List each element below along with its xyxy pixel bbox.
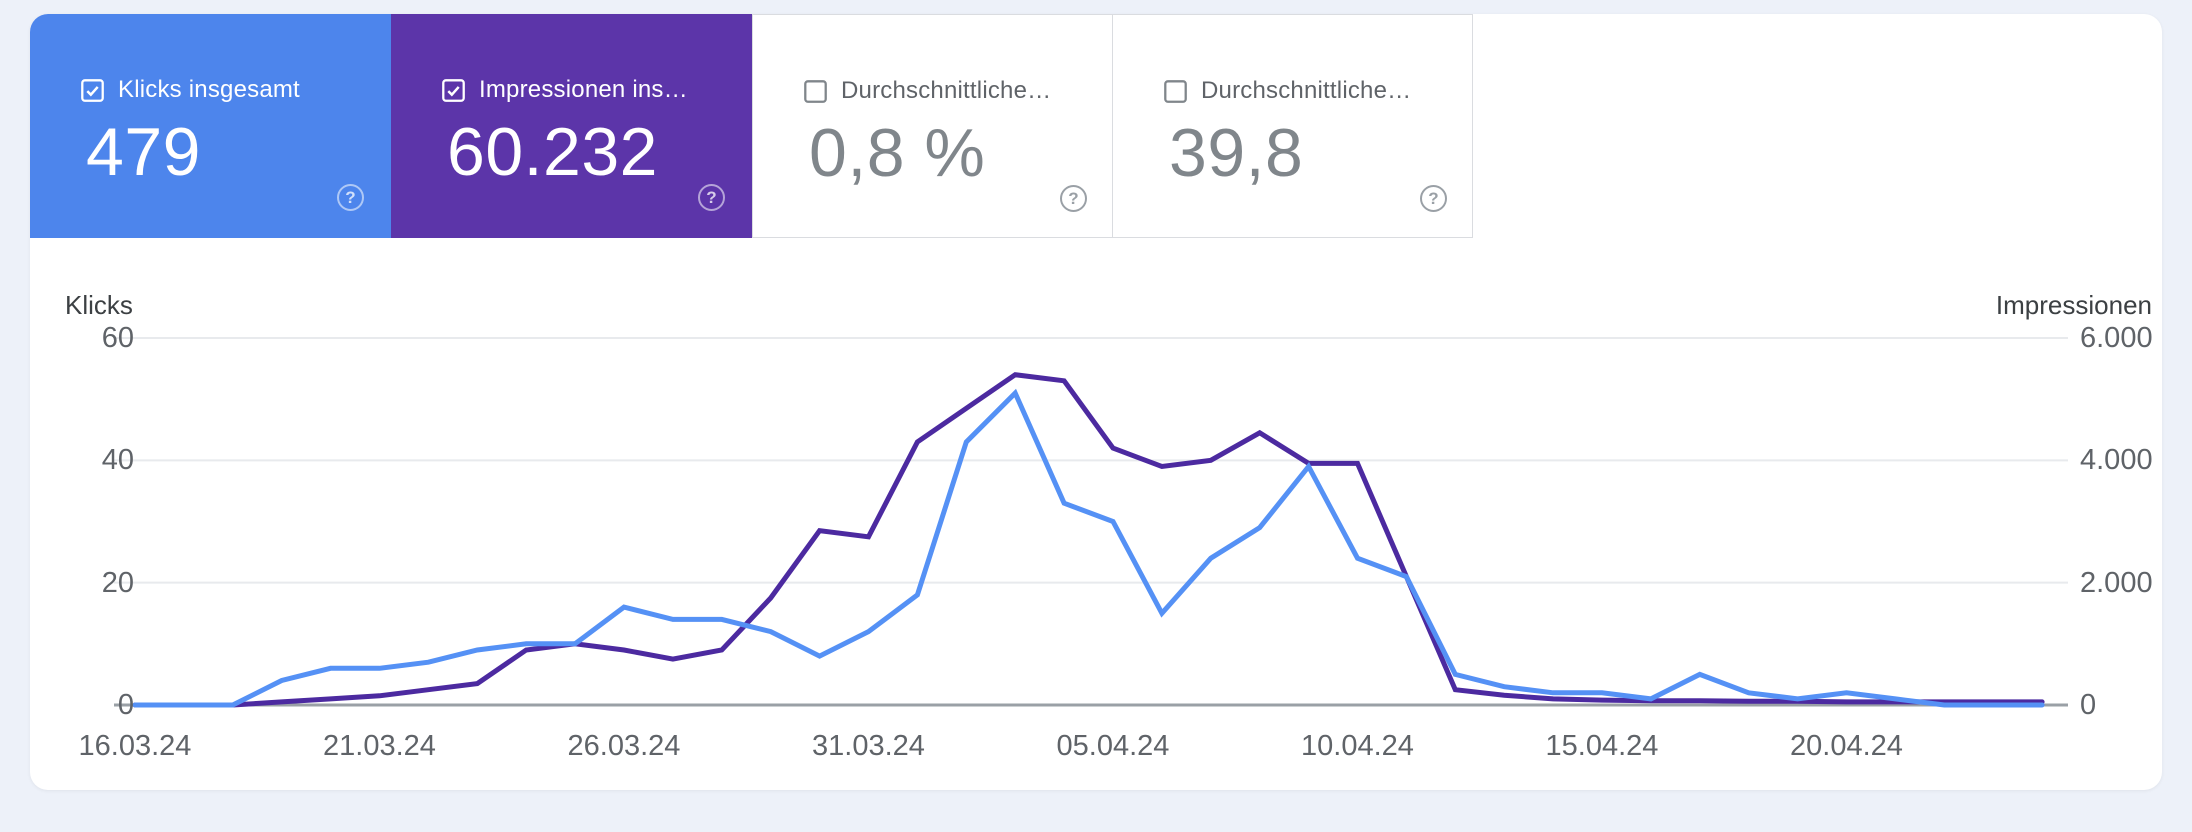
average-ctr-value: 0,8 % [809,115,986,191]
card-total-clicks[interactable]: Klicks insgesamt 479 ? [30,14,391,238]
card-average-position[interactable]: Durchschnittliche… 39,8 ? [1112,14,1473,238]
checkbox-unchecked-icon[interactable] [1163,79,1188,104]
card-label: Impressionen ins… [479,76,688,103]
card-average-ctr[interactable]: Durchschnittliche… 0,8 % ? [752,14,1113,238]
performance-panel: Klicks Impressionen 0 0 20 2.000 40 4.000 60 6.… [30,14,2162,790]
series-line-impressionen [132,372,2045,708]
card-label: Klicks insgesamt [118,76,300,103]
card-label: Durchschnittliche… [841,77,1052,104]
card-label: Durchschnittliche… [1201,77,1412,104]
help-icon[interactable]: ? [1060,185,1087,212]
metric-cards-row: Klicks insgesamt 479 ? Impressionen ins…… [30,14,2162,238]
help-icon[interactable]: ? [1420,185,1447,212]
help-icon[interactable]: ? [698,184,725,211]
performance-chart[interactable] [30,14,2162,790]
checkbox-unchecked-icon[interactable] [803,79,828,104]
total-clicks-value: 479 [86,114,201,190]
total-impressions-value: 60.232 [447,114,658,190]
average-position-value: 39,8 [1169,115,1304,191]
checkbox-checked-icon[interactable] [441,78,466,103]
checkbox-checked-icon[interactable] [80,78,105,103]
series-line-klicks [132,388,2045,708]
card-total-impressions[interactable]: Impressionen ins… 60.232 ? [391,14,752,238]
help-icon[interactable]: ? [337,184,364,211]
